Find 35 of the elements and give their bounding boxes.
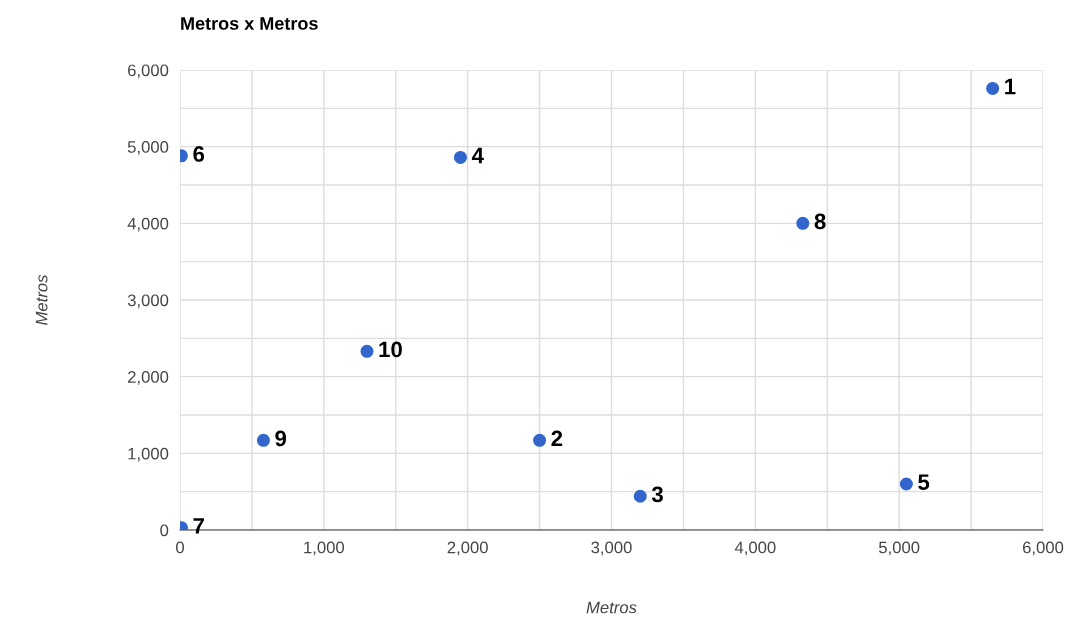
point xyxy=(796,216,810,230)
y-tick-label: 3,000 xyxy=(127,294,169,309)
point xyxy=(256,433,270,447)
point xyxy=(453,150,467,164)
x-tick-label: 4,000 xyxy=(734,541,776,556)
point xyxy=(633,489,647,503)
annotation: 3 xyxy=(651,486,663,503)
annotation: 10 xyxy=(379,341,402,358)
point xyxy=(899,477,913,491)
annotation: 9 xyxy=(275,430,287,447)
y-axis-title: Metros xyxy=(35,274,48,325)
point xyxy=(533,433,547,447)
y-tick-label: 0 xyxy=(160,524,169,537)
x-tick-label: 6,000 xyxy=(1022,541,1064,556)
x-tick-label: 0 xyxy=(176,541,184,554)
y-tick-label: 1,000 xyxy=(128,447,169,462)
annotation: 2 xyxy=(551,430,563,447)
point xyxy=(360,344,374,358)
x-axis-title: Metros xyxy=(586,601,637,614)
y-tick-label: 2,000 xyxy=(128,371,169,385)
x-tick-label: 2,000 xyxy=(447,541,488,556)
annotation: 5 xyxy=(918,474,930,490)
chart-title: Metros x Metros xyxy=(181,17,318,30)
point xyxy=(986,81,1000,95)
x-tick-label: 5,000 xyxy=(878,541,920,556)
y-tick-label: 5,000 xyxy=(127,141,169,155)
x-tick-label: 3,000 xyxy=(591,541,632,556)
annotation: 4 xyxy=(471,147,484,164)
annotation: 1 xyxy=(1005,78,1016,95)
annotation: 8 xyxy=(814,213,826,230)
x-tick-label: 1,000 xyxy=(304,541,345,556)
y-tick-label: 4,000 xyxy=(127,217,169,232)
annotation: 6 xyxy=(193,146,205,162)
annotation: 7 xyxy=(193,518,204,534)
y-tick-label: 6,000 xyxy=(128,64,169,79)
